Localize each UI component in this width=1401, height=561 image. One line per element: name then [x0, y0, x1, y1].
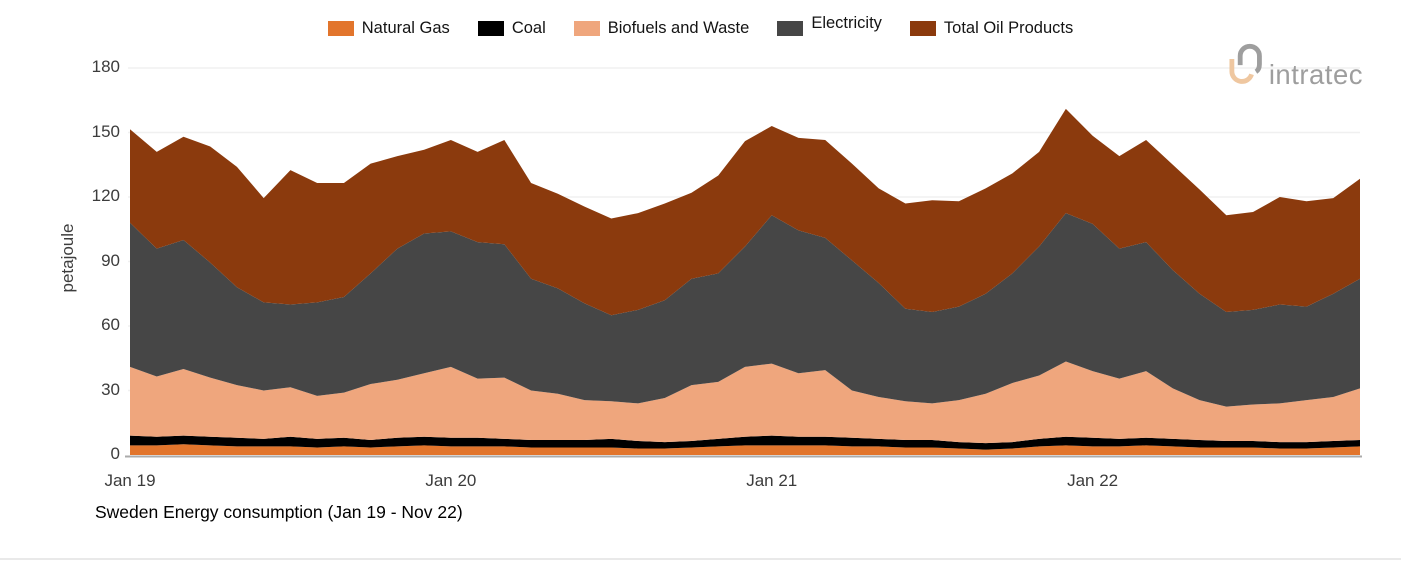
logo-peach-arc	[1229, 59, 1254, 84]
area-natural-gas	[130, 444, 1360, 455]
chart-legend: Natural Gas Coal Biofuels and Waste Electri…	[0, 14, 1401, 37]
y-tick-label-150: 150	[91, 121, 120, 141]
legend-item-electricity: Electricity	[777, 14, 882, 37]
x-tick-label-jan-22: Jan 22	[1067, 471, 1119, 490]
y-tick-label-60: 60	[101, 315, 120, 334]
legend-swatch-electricity	[777, 20, 804, 36]
intratec-logo-text: intratec	[1268, 58, 1363, 90]
legend-label: Coal	[511, 19, 546, 37]
area-coal	[130, 435, 1360, 450]
intratec-logo-icon	[1229, 43, 1262, 84]
legend-swatch-total-oil-products	[909, 20, 936, 36]
legend-label: Electricity	[811, 14, 882, 32]
legend-item-coal: Coal	[477, 19, 546, 37]
legend-swatch-biofuels-and-waste	[573, 20, 600, 36]
x-tick-label-jan-19: Jan 19	[104, 471, 156, 490]
y-tick-label-180: 180	[91, 57, 120, 76]
chart-title: Sweden Energy consumption (Jan 19 - Nov …	[95, 502, 463, 522]
y-tick-label-0: 0	[110, 444, 120, 463]
legend-item-biofuels-and-waste: Biofuels and Waste	[573, 19, 750, 37]
legend-swatch-coal	[477, 20, 504, 36]
x-tick-label-jan-21: Jan 21	[746, 471, 798, 490]
legend-item-natural-gas: Natural Gas	[327, 19, 450, 37]
legend-swatch-natural-gas	[327, 20, 354, 36]
area-electricity	[130, 213, 1360, 407]
logo-gray-arc	[1237, 43, 1262, 74]
legend-item-total-oil-products: Total Oil Products	[909, 19, 1074, 37]
area-total-oil-products	[130, 108, 1360, 316]
intratec-logo: intratec	[1224, 40, 1363, 92]
y-tick-label-90: 90	[101, 250, 120, 270]
y-tick-label-120: 120	[91, 186, 120, 205]
legend-label: Natural Gas	[361, 19, 450, 37]
legend-label: Biofuels and Waste	[607, 19, 750, 37]
area-biofuels-and-waste	[130, 361, 1360, 444]
bottom-divider	[0, 558, 1401, 560]
y-tick-label-30: 30	[101, 379, 120, 399]
x-tick-label-jan-20: Jan 20	[425, 471, 477, 490]
legend-label: Total Oil Products	[943, 19, 1074, 37]
